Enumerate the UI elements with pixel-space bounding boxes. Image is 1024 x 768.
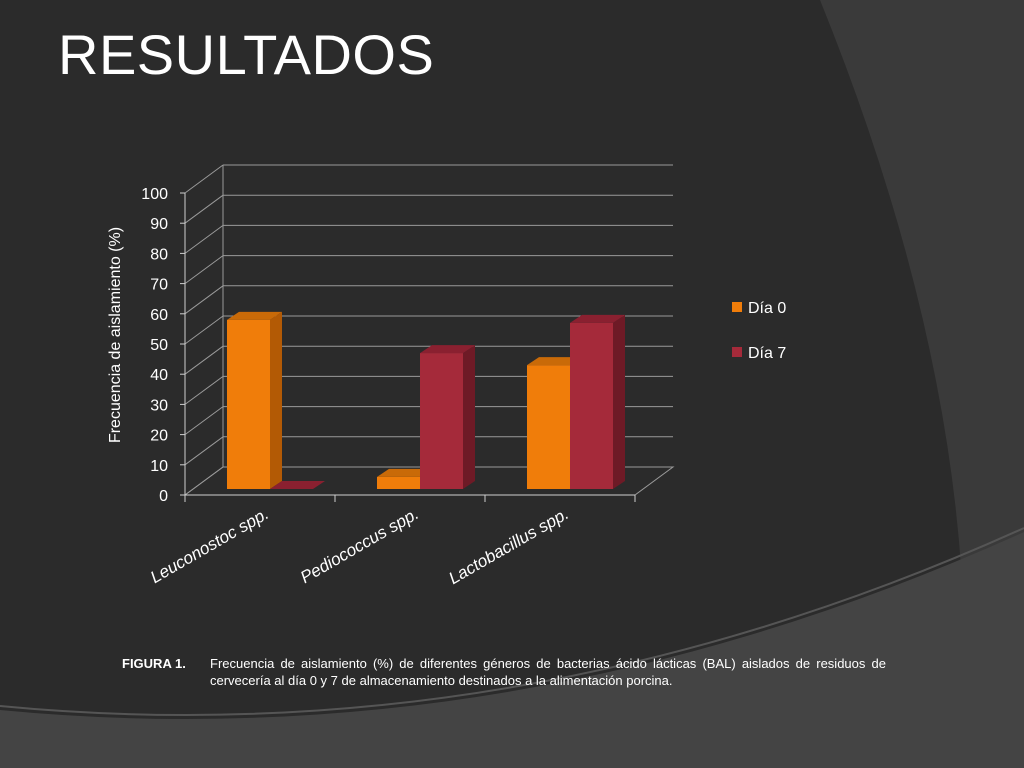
legend-label: Día 0 — [748, 300, 786, 317]
caption-label: FIGURA 1. — [122, 656, 186, 671]
figure-caption: FIGURA 1. Frecuencia de aislamiento (%) … — [122, 655, 886, 689]
bar-front — [420, 353, 463, 489]
gridline-diagonal — [184, 194, 224, 224]
gridline-diagonal — [184, 315, 224, 345]
legend-swatch — [732, 347, 742, 357]
bar-front — [377, 476, 420, 489]
y-tick-label: 10 — [150, 458, 168, 475]
gridline-diagonal — [184, 466, 224, 496]
gridline-diagonal — [184, 436, 224, 466]
bar-side — [613, 314, 625, 489]
gridline-diagonal — [184, 285, 224, 315]
bar-top — [570, 314, 625, 323]
bar — [227, 311, 282, 489]
bar-top — [227, 311, 282, 320]
y-tick-label: 20 — [150, 428, 168, 445]
bar-side — [270, 311, 282, 489]
bar-chart: 0 10 20 30 40 50 60 70 80 90 100 Leuconostoc spp. Pe… — [107, 164, 786, 588]
x-tick-label: Pediococcus spp. — [297, 504, 422, 587]
x-tick-label: Lactobacillus spp. — [445, 504, 572, 588]
bar — [270, 481, 325, 489]
bar-top — [270, 481, 325, 489]
y-tick-label: 30 — [150, 397, 168, 414]
y-tick-label: 60 — [150, 307, 168, 324]
y-tick-label: 0 — [159, 488, 168, 505]
caption-text: Frecuencia de aislamiento (%) de diferen… — [210, 656, 886, 688]
gridline-diagonal — [184, 406, 224, 436]
gridline-diagonal — [184, 255, 224, 285]
bar-top — [420, 345, 475, 354]
y-tick-label: 90 — [150, 216, 168, 233]
gridline-diagonal — [184, 345, 224, 375]
bar — [570, 314, 625, 489]
x-tick-label: Leuconostoc spp. — [147, 504, 272, 587]
legend-label: Día 7 — [748, 345, 786, 362]
bar-side — [463, 345, 475, 489]
bar-front — [227, 319, 270, 489]
bar-top — [527, 357, 582, 366]
y-axis-label: Frecuencia de aislamiento (%) — [107, 227, 124, 443]
y-tick-label: 80 — [150, 246, 168, 263]
y-tick-label: 100 — [141, 186, 168, 203]
bar-front — [570, 322, 613, 489]
gridline-diagonal — [184, 375, 224, 405]
chart-legend: Día 0 Día 7 — [732, 300, 786, 362]
y-tick-label: 40 — [150, 367, 168, 384]
bar — [420, 345, 475, 489]
bar-top — [377, 468, 432, 477]
y-tick-label: 70 — [150, 277, 168, 294]
gridline-diagonal — [184, 224, 224, 254]
chart-bars — [227, 311, 625, 489]
y-tick-label: 50 — [150, 337, 168, 354]
slide-title: RESULTADOS — [58, 23, 435, 86]
bar — [377, 468, 432, 489]
bar-front — [527, 365, 570, 489]
gridline-diagonal — [184, 164, 224, 194]
legend-swatch — [732, 302, 742, 312]
